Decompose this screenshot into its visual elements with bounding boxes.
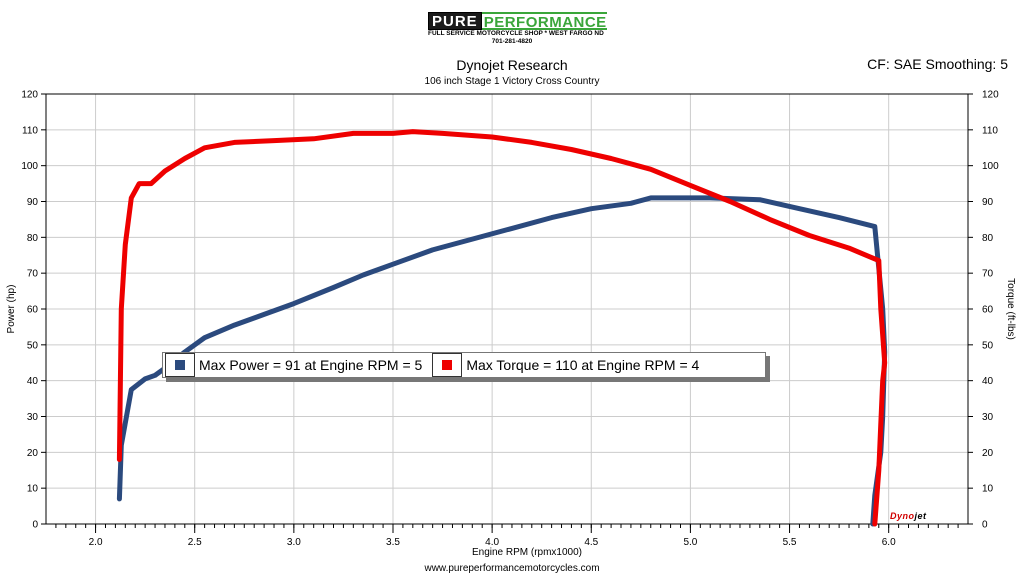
pure-performance-logo: PURE PERFORMANCE FULL SERVICE MOTORCYCLE… bbox=[428, 12, 607, 62]
logo-wordmark: PURE PERFORMANCE bbox=[428, 12, 607, 31]
y2-tick-label: 110 bbox=[982, 125, 998, 136]
y-tick-label: 30 bbox=[27, 412, 39, 423]
legend: Max Power = 91 at Engine RPM = 5 Max Tor… bbox=[162, 352, 766, 378]
y-tick-label: 40 bbox=[27, 376, 39, 387]
y2-axis-label: Torque (ft-lbs) bbox=[1005, 278, 1016, 340]
y-tick-label: 60 bbox=[27, 305, 39, 316]
axis-labels: 0 0 10 10 20 20 30 30 40 40 50 50 60 60 70 70 80 80 90 90 10… bbox=[6, 90, 1016, 559]
y-tick-label: 110 bbox=[22, 125, 38, 136]
y2-tick-label: 120 bbox=[982, 90, 999, 101]
series-line-torque bbox=[116, 129, 888, 527]
y2-tick-label: 90 bbox=[982, 197, 994, 208]
x-tick-label: 3.5 bbox=[386, 537, 400, 548]
legend-item-power: Max Power = 91 at Engine RPM = 5 bbox=[163, 353, 422, 377]
logo-word-pure: PURE bbox=[428, 12, 482, 30]
y-tick-label: 50 bbox=[27, 340, 39, 351]
y2-tick-label: 100 bbox=[982, 161, 999, 172]
correction-factor-label: CF: SAE Smoothing: 5 bbox=[867, 56, 1008, 72]
chart-title: Dynojet Research bbox=[456, 57, 568, 73]
series bbox=[116, 129, 888, 527]
y-tick-label: 120 bbox=[21, 90, 38, 101]
legend-label-torque: Max Torque = 110 at Engine RPM = 4 bbox=[466, 357, 700, 373]
x-tick-label: 5.0 bbox=[683, 537, 697, 548]
logo-word-performance: PERFORMANCE bbox=[481, 12, 607, 31]
y-tick-label: 20 bbox=[27, 448, 39, 459]
y-tick-label: 70 bbox=[27, 269, 39, 280]
y2-tick-label: 60 bbox=[982, 305, 994, 316]
y-tick-label: 80 bbox=[27, 233, 39, 244]
x-tick-label: 4.0 bbox=[485, 537, 499, 548]
x-tick-label: 2.5 bbox=[188, 537, 202, 548]
y2-tick-label: 40 bbox=[982, 376, 994, 387]
x-tick-label: 5.5 bbox=[783, 537, 797, 548]
y-tick-label: 90 bbox=[27, 197, 39, 208]
y2-tick-label: 70 bbox=[982, 269, 994, 280]
y2-tick-label: 80 bbox=[982, 233, 994, 244]
y-axis-label: Power (hp) bbox=[6, 285, 17, 334]
legend-swatch-torque bbox=[432, 353, 463, 377]
legend-item-torque: Max Torque = 110 at Engine RPM = 4 bbox=[430, 353, 699, 377]
y-tick-label: 10 bbox=[27, 484, 39, 495]
y2-tick-label: 20 bbox=[982, 448, 994, 459]
x-tick-label: 4.5 bbox=[584, 537, 598, 548]
x-tick-label: 2.0 bbox=[89, 537, 103, 548]
y2-tick-label: 30 bbox=[982, 412, 994, 423]
dynojet-logo: Dynojet bbox=[890, 511, 927, 521]
logo-tagline: FULL SERVICE MOTORCYCLE SHOP * WEST FARG… bbox=[428, 30, 604, 37]
x-tick-label: 6.0 bbox=[882, 537, 896, 548]
x-axis-label: Engine RPM (rpmx1000) bbox=[472, 547, 582, 558]
y2-tick-label: 10 bbox=[982, 484, 994, 495]
grid bbox=[46, 94, 968, 524]
footer-url: www.pureperformancemotorcycles.com bbox=[424, 563, 600, 574]
chart-subtitle: 106 inch Stage 1 Victory Cross Country bbox=[424, 76, 600, 87]
y-tick-label: 0 bbox=[32, 520, 38, 531]
legend-label-power: Max Power = 91 at Engine RPM = 5 bbox=[199, 357, 423, 373]
y2-tick-label: 50 bbox=[982, 340, 994, 351]
y-tick-label: 100 bbox=[21, 161, 38, 172]
y2-tick-label: 0 bbox=[982, 520, 988, 531]
logo-phone: 701-281-4820 bbox=[491, 38, 533, 45]
x-tick-label: 3.0 bbox=[287, 537, 301, 548]
legend-swatch-power bbox=[165, 353, 195, 377]
axis-ticks bbox=[41, 93, 973, 533]
